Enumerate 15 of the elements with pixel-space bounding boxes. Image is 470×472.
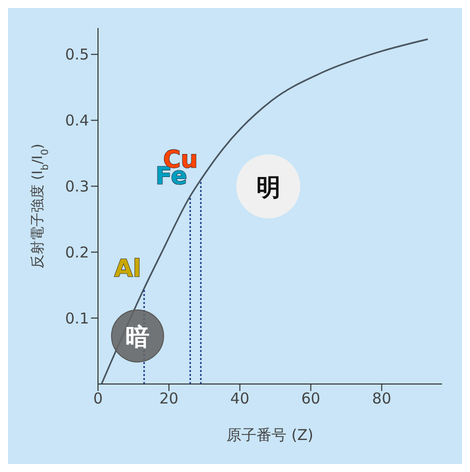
y-tick-label: 0.4: [65, 112, 89, 130]
y-tick-label: 0.5: [65, 46, 89, 64]
x-axis-title: 原子番号 (Z): [226, 426, 314, 444]
y-tick-label: 0.2: [65, 243, 89, 262]
line-series: [100, 38, 429, 384]
ref-line-label: Al: [114, 254, 142, 282]
x-tick-label: 0: [93, 390, 103, 408]
y-tick-label: 0.1: [65, 309, 89, 328]
x-tick-label: 80: [372, 390, 392, 408]
annotation: 明: [256, 173, 280, 202]
x-tick-label: 60: [301, 390, 320, 408]
x-tick-label: 40: [230, 390, 250, 408]
y-tick-label: 0.3: [65, 178, 89, 196]
annotation: 暗: [126, 322, 150, 351]
x-tick-label: 20: [159, 390, 178, 408]
